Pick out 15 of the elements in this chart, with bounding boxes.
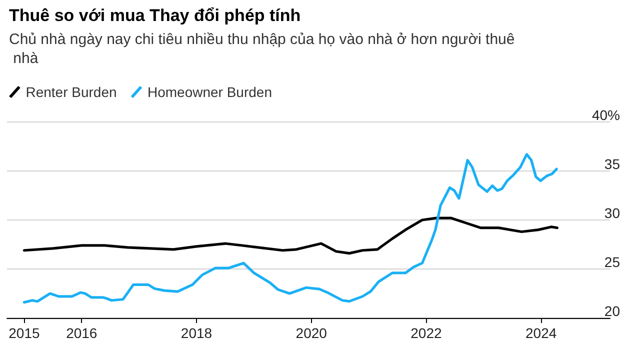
- legend-label: Renter Burden: [26, 84, 117, 100]
- y-tick-label: 40%: [592, 107, 620, 123]
- y-tick-label: 30: [604, 205, 620, 221]
- x-tick-label: 2020: [296, 325, 328, 341]
- chart-title: Thuê so với mua Thay đổi phép tính: [9, 6, 301, 25]
- x-tick-label: 2024: [526, 325, 557, 341]
- x-tick-label: 2018: [180, 325, 212, 341]
- x-tick-label: 2015: [8, 325, 40, 341]
- x-tick-label: 2016: [66, 325, 98, 341]
- legend-label: Homeowner Burden: [147, 84, 272, 100]
- chart-subtitle: Chủ nhà ngày nay chi tiêu nhiều thu nhập của họ vào nhà ở hơn người thuê nhà: [9, 31, 515, 67]
- x-tick-label: 2022: [410, 325, 442, 341]
- y-tick-label: 20: [604, 303, 620, 319]
- y-tick-label: 35: [604, 156, 620, 172]
- y-tick-label: 25: [604, 254, 620, 270]
